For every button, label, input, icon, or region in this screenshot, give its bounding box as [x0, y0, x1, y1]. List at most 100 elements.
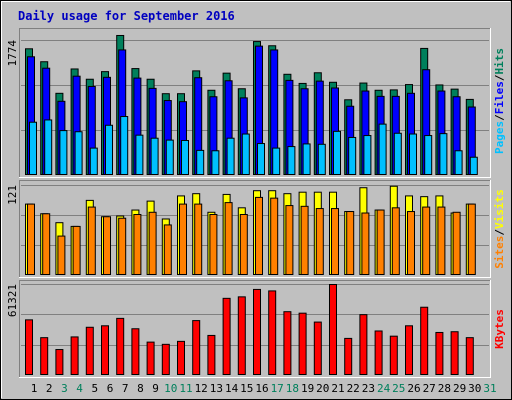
day-label-25: 25 [392, 382, 405, 395]
legend-visits: Sites/Visits [493, 189, 506, 269]
y-max-label-kbytes: 61321 [6, 284, 19, 317]
bar-kbytes-day-3 [55, 349, 64, 375]
legend-kbytes: KBytes [493, 309, 506, 349]
day-label-12: 12 [195, 382, 208, 395]
bar-pages-day-22 [348, 136, 357, 175]
day-label-8: 8 [137, 382, 144, 395]
bar-sites-day-11 [179, 203, 187, 276]
bar-sites-day-22 [346, 211, 355, 275]
day-label-5: 5 [91, 382, 98, 395]
chart-title: Daily usage for September 2016 [18, 9, 235, 23]
day-label-29: 29 [453, 382, 466, 395]
day-label-9: 9 [152, 382, 159, 395]
bar-pages-day-1 [29, 121, 37, 175]
bar-sites-day-20 [315, 208, 324, 275]
bar-sites-day-28 [437, 206, 446, 275]
bar-pages-day-27 [424, 135, 433, 175]
bar-sites-day-5 [87, 206, 96, 275]
y-max-label-hits: 1774 [6, 40, 19, 67]
day-label-19: 19 [301, 382, 314, 395]
bar-pages-day-15 [241, 133, 250, 175]
bar-sites-day-18 [285, 205, 294, 275]
day-label-14: 14 [225, 382, 239, 395]
legend-entry: / [493, 229, 506, 236]
bar-sites-day-4 [72, 225, 81, 275]
bar-pages-day-5 [89, 147, 98, 175]
day-label-2: 2 [46, 382, 53, 395]
bar-kbytes-day-16 [253, 288, 261, 375]
bar-pages-day-13 [211, 150, 220, 176]
bar-pages-day-8 [135, 134, 144, 175]
day-label-4: 4 [76, 382, 83, 395]
bar-pages-day-4 [74, 131, 83, 175]
bar-pages-day-23 [363, 135, 372, 175]
bar-kbytes-day-27 [420, 306, 429, 375]
legend-hits: Pages/Files/Hits [493, 48, 506, 154]
bar-pages-day-17 [272, 147, 281, 175]
bar-kbytes-day-5 [85, 326, 94, 376]
legend-entry: KBytes [493, 309, 506, 349]
bar-sites-day-10 [163, 224, 172, 276]
bar-pages-day-19 [302, 143, 311, 175]
bar-sites-day-2 [42, 213, 51, 276]
day-label-7: 7 [122, 382, 129, 395]
bar-pages-day-21 [333, 130, 341, 175]
bar-pages-day-3 [59, 130, 68, 176]
bar-kbytes-day-6 [101, 325, 109, 375]
bar-kbytes-day-25 [389, 335, 398, 376]
bar-pages-day-12 [196, 149, 205, 175]
day-label-21: 21 [331, 382, 344, 395]
bar-sites-day-1 [27, 203, 35, 276]
legend-entry: / [493, 114, 506, 121]
day-label-28: 28 [438, 382, 451, 395]
bar-kbytes-day-13 [207, 334, 216, 375]
bar-pages-day-14 [226, 137, 235, 175]
bar-sites-day-29 [452, 211, 461, 275]
bar-pages-day-29 [454, 150, 463, 176]
bar-kbytes-day-15 [237, 296, 246, 376]
day-label-18: 18 [286, 382, 299, 395]
bar-kbytes-day-14 [222, 297, 231, 375]
day-label-6: 6 [107, 382, 114, 395]
day-label-17: 17 [271, 382, 284, 395]
bar-kbytes-day-11 [177, 340, 185, 375]
bar-pages-day-25 [393, 132, 402, 175]
bar-sites-day-23 [361, 212, 370, 275]
bars-layer [25, 34, 478, 376]
bar-kbytes-day-19 [298, 312, 307, 375]
day-label-10: 10 [164, 382, 177, 395]
bar-sites-day-6 [103, 216, 111, 275]
bar-kbytes-day-20 [313, 321, 322, 375]
day-label-27: 27 [423, 382, 436, 395]
bar-sites-day-19 [300, 205, 309, 275]
bar-sites-day-14 [224, 202, 233, 275]
bar-sites-day-21 [331, 208, 339, 275]
bar-kbytes-day-17 [268, 290, 277, 376]
bar-sites-day-8 [133, 214, 142, 276]
bar-kbytes-day-28 [435, 331, 444, 375]
bar-pages-day-18 [287, 146, 296, 176]
bar-sites-day-3 [57, 235, 66, 275]
bar-kbytes-day-18 [283, 311, 292, 376]
bar-sites-day-30 [467, 203, 476, 276]
bar-kbytes-day-21 [329, 284, 337, 375]
legend-entry: Files [493, 81, 506, 114]
bar-pages-day-7 [120, 116, 129, 175]
day-label-23: 23 [362, 382, 375, 395]
bar-sites-day-7 [118, 217, 127, 276]
bar-pages-day-2 [44, 119, 53, 176]
bar-pages-day-28 [439, 133, 448, 175]
bar-kbytes-day-7 [116, 317, 125, 376]
bar-kbytes-day-10 [161, 343, 170, 375]
bar-kbytes-day-12 [192, 320, 201, 376]
day-label-30: 30 [468, 382, 481, 395]
bar-kbytes-day-23 [359, 314, 368, 376]
day-label-31: 31 [483, 382, 496, 395]
x-axis-day-labels: 1 2 3 4 5 6 7 8 9 10 11 12 13 14 15 16 17 18 19 20 21 22 23 24 2… [31, 382, 497, 395]
bar-kbytes-day-26 [405, 325, 413, 375]
y-max-labels: 1774 121 61321 [6, 40, 19, 317]
y-max-label-visits: 121 [6, 185, 19, 205]
bar-pages-day-16 [257, 143, 265, 175]
bar-sites-day-9 [148, 211, 157, 275]
